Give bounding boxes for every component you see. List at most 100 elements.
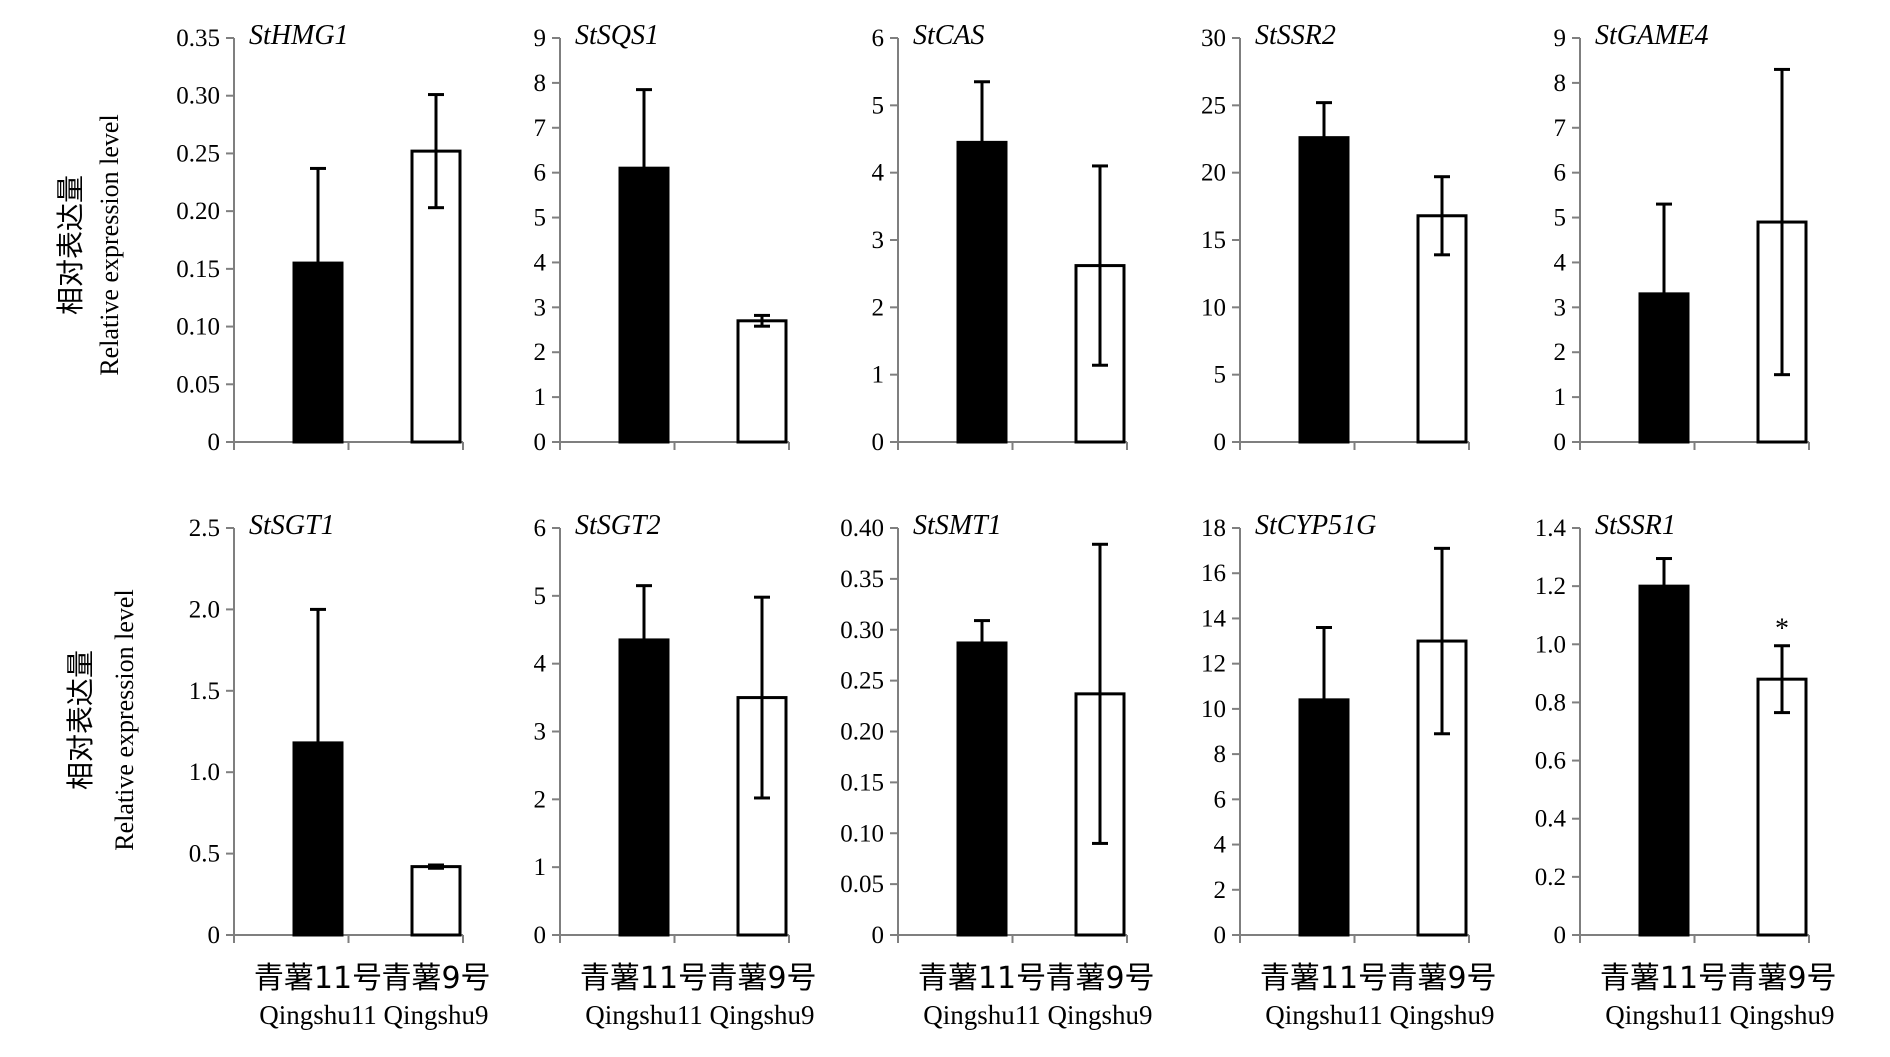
y-tick-label: 6 [1214,786,1227,813]
y-tick-label: 1.5 [189,678,220,705]
y-tick-label: 0 [1214,922,1227,949]
y-tick-label: 7 [1554,115,1567,142]
chart-title: StSSR2 [1255,20,1336,51]
y-tick-label: 1 [534,854,547,881]
category-label-en: Qingshu11 [259,1000,377,1030]
y-tick-label: 12 [1201,651,1226,678]
y-tick-label: 0.8 [1535,689,1566,716]
y-tick-label: 0 [208,922,221,949]
y-tick-label: 6 [1554,160,1567,187]
y-tick-label: 0.30 [176,83,220,110]
y-tick-label: 0 [1554,429,1567,456]
y-tick-label: 0.05 [840,871,884,898]
y-tick-label: 4 [534,651,547,678]
bar-qingshu11 [618,638,670,937]
category-label-cn: 青薯9号 [381,961,490,996]
y-tick-label: 0.20 [840,719,884,746]
bar-qingshu11 [1298,136,1350,444]
y-tick-label: 0.4 [1535,806,1567,833]
category-label-cn: 青薯9号 [707,961,816,996]
y-tick-label: 0.15 [840,769,884,796]
y-tick-label: 9 [534,25,547,52]
category-label-en: Qingshu9 [1389,1000,1494,1030]
y-tick-label: 0.35 [840,566,884,593]
y-tick-label: 0.10 [176,314,220,341]
y-tick-label: 1.2 [1535,573,1566,600]
y-tick-label: 2 [534,339,547,366]
y-tick-label: 0 [1214,429,1227,456]
y-tick-label: 6 [872,25,885,52]
y-tick-label: 3 [534,294,547,321]
y-tick-label: 18 [1201,515,1226,542]
y-tick-label: 5 [1214,362,1227,389]
y-tick-label: 5 [534,583,547,610]
y-tick-label: 14 [1201,605,1227,632]
y-tick-label: 6 [534,515,547,542]
y-tick-label: 0 [534,429,547,456]
bar-qingshu9 [736,319,788,444]
y-tick-label: 1.4 [1535,515,1567,542]
chart-title: StSSR1 [1595,510,1676,541]
y-tick-label: 0 [534,922,547,949]
y-tick-label: 0.5 [189,841,220,868]
y-tick-label: 4 [534,249,547,276]
y-tick-label: 1.0 [1535,631,1566,658]
chart-title: StCYP51G [1255,510,1376,541]
category-label-en: Qingshu11 [585,1000,703,1030]
significance-mark: * [1775,614,1789,645]
category-label-cn: 青薯11号 [254,961,382,996]
y-axis-label-cn: 相对表达量 [54,175,87,315]
y-tick-label: 0.6 [1535,748,1566,775]
y-tick-label: 3 [534,719,547,746]
y-tick-label: 6 [534,160,547,187]
bar-qingshu11 [956,641,1008,937]
chart-title: StSQS1 [575,20,659,51]
chart-title: StSGT2 [575,510,661,541]
y-tick-label: 0 [872,922,885,949]
category-label-cn: 青薯11号 [1260,961,1388,996]
chart-title: StGAME4 [1595,20,1709,51]
y-tick-label: 9 [1554,25,1567,52]
y-tick-label: 0.25 [840,668,884,695]
bar-qingshu9 [410,865,462,937]
y-tick-label: 3 [872,227,885,254]
y-tick-label: 0 [872,429,885,456]
category-label-cn: 青薯9号 [1045,961,1154,996]
y-tick-label: 8 [1214,741,1227,768]
category-label-cn: 青薯11号 [580,961,708,996]
y-tick-label: 0.25 [176,140,220,167]
y-tick-label: 10 [1201,294,1226,321]
category-label-cn: 青薯11号 [918,961,1046,996]
y-tick-label: 8 [1554,70,1567,97]
category-label-en: Qingshu9 [709,1000,814,1030]
y-tick-label: 7 [534,115,547,142]
y-tick-label: 2 [1214,877,1227,904]
y-tick-label: 0 [1554,922,1567,949]
y-tick-label: 0.05 [176,371,220,398]
y-tick-label: 0.30 [840,617,884,644]
y-tick-label: 0.20 [176,198,220,225]
y-tick-label: 5 [534,205,547,232]
y-tick-label: 0.10 [840,820,884,847]
y-tick-label: 10 [1201,696,1226,723]
y-tick-label: 8 [534,70,547,97]
y-tick-label: 5 [872,92,885,119]
chart-title: StHMG1 [249,20,349,51]
y-tick-label: 15 [1201,227,1226,254]
y-axis-label-cn: 相对表达量 [64,650,97,790]
y-axis-label-en: Relative expression level [110,589,139,850]
category-label-cn: 青薯9号 [1387,961,1496,996]
category-label-cn: 青薯11号 [1600,961,1728,996]
y-tick-label: 2.0 [189,596,220,623]
category-label-en: Qingshu9 [1047,1000,1152,1030]
y-tick-label: 30 [1201,25,1226,52]
y-tick-label: 4 [1214,832,1227,859]
chart-title: StSMT1 [913,510,1002,541]
y-tick-label: 1 [872,362,885,389]
y-tick-label: 16 [1201,560,1226,587]
y-tick-label: 20 [1201,160,1226,187]
y-tick-label: 0.35 [176,25,220,52]
y-tick-label: 3 [1554,294,1567,321]
y-tick-label: 0.40 [840,515,884,542]
